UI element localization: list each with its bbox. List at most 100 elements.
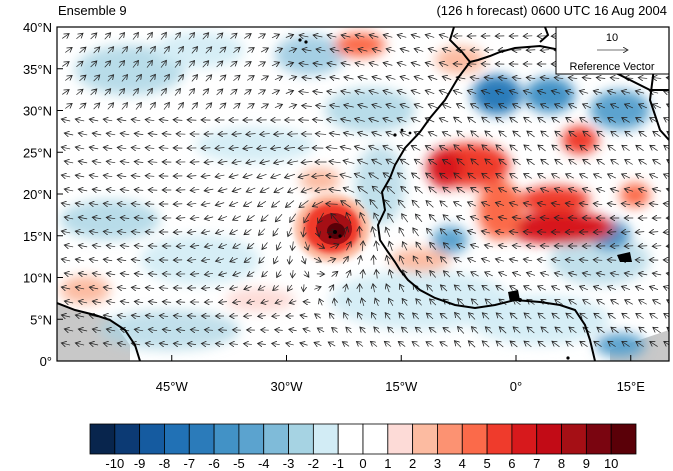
wind-vector — [75, 147, 85, 149]
colorbar-swatch — [238, 423, 265, 455]
wind-vector — [440, 173, 449, 180]
wind-vector — [443, 243, 451, 250]
wind-vector — [316, 227, 319, 236]
wind-vector — [485, 327, 493, 334]
wind-vector — [649, 286, 659, 289]
wind-vector — [121, 47, 128, 54]
wind-vector — [583, 104, 592, 108]
wind-vector — [258, 343, 266, 344]
wind-vector — [326, 119, 337, 121]
wind-vector — [636, 145, 644, 151]
wind-vector — [219, 244, 227, 247]
wind-vector — [303, 226, 304, 237]
wind-vector — [117, 147, 127, 148]
wind-vector — [329, 133, 341, 135]
wind-vector — [274, 76, 283, 79]
wind-vector — [593, 91, 603, 94]
wind-vector — [428, 159, 438, 165]
wind-vector — [636, 313, 644, 319]
wind-vector — [499, 104, 508, 108]
wind-vector — [470, 104, 480, 109]
wind-vector — [261, 214, 269, 221]
wind-vector — [233, 244, 241, 248]
wind-vector — [621, 286, 631, 289]
wind-vector — [215, 344, 225, 345]
wind-vector — [639, 160, 647, 165]
colorbar-swatch — [461, 423, 488, 455]
wind-vector — [78, 301, 88, 303]
wind-vector — [594, 313, 602, 319]
wind-vector — [288, 187, 298, 192]
wind-vector — [541, 327, 549, 334]
wind-vector — [538, 286, 546, 290]
wind-vector — [219, 75, 226, 82]
wind-vector — [187, 176, 197, 177]
wind-vector — [622, 341, 630, 347]
wind-vector — [551, 203, 561, 205]
wind-vector — [386, 77, 396, 80]
wind-vector — [622, 118, 630, 123]
wind-vector — [93, 103, 100, 110]
wind-vector — [135, 102, 141, 110]
wind-vector — [482, 173, 490, 180]
wind-vector — [372, 49, 382, 52]
wind-vector — [341, 63, 351, 65]
wind-vector — [201, 203, 211, 205]
wind-vector — [274, 134, 284, 135]
wind-vector — [201, 259, 211, 261]
wind-vector — [288, 284, 292, 291]
wind-vector — [484, 217, 494, 219]
wind-vector — [411, 90, 421, 93]
wind-vector — [145, 176, 155, 177]
wind-vector — [244, 286, 252, 289]
wind-vector — [202, 89, 209, 96]
wind-vector — [117, 259, 127, 260]
wind-vector — [117, 203, 127, 204]
wind-vector — [149, 74, 155, 82]
wind-vector — [312, 119, 323, 120]
wind-vector — [442, 76, 452, 79]
wind-vector — [524, 145, 532, 152]
wind-vector — [92, 273, 102, 275]
x-tick-label: 0° — [510, 379, 522, 394]
wind-vector — [372, 104, 382, 107]
wind-vector — [107, 47, 114, 54]
wind-vector — [316, 244, 325, 249]
wind-vector — [79, 47, 85, 54]
wind-vector — [103, 147, 113, 149]
wind-vector — [663, 286, 669, 289]
wind-vector — [260, 48, 268, 52]
wind-vector — [439, 146, 449, 151]
wind-vector — [160, 32, 166, 40]
colorbar-label: -8 — [159, 456, 171, 471]
wind-vector — [398, 341, 406, 347]
wind-vector — [611, 131, 619, 138]
colorbar-swatch — [412, 423, 438, 455]
wind-vector — [510, 313, 518, 320]
colorbar-label: 4 — [459, 456, 466, 471]
wind-vector — [341, 119, 351, 121]
wind-vector — [513, 131, 521, 138]
wind-vector — [260, 76, 268, 80]
wind-vector — [274, 48, 283, 51]
wind-vector — [512, 77, 522, 78]
wind-vector — [327, 259, 336, 262]
wind-vector — [173, 232, 183, 233]
wind-vector — [319, 299, 322, 306]
wind-vector — [120, 161, 130, 162]
wind-vector — [106, 273, 116, 274]
wind-vector — [663, 204, 669, 205]
wind-vector — [106, 301, 116, 303]
wind-vector — [146, 88, 152, 96]
wind-vector — [247, 272, 255, 276]
wind-vector — [230, 230, 238, 234]
wind-vector — [524, 313, 532, 320]
wind-vector — [65, 103, 72, 108]
wind-vector — [103, 231, 113, 232]
wind-vector — [566, 145, 574, 152]
wind-vector — [76, 89, 83, 96]
wind-vector — [579, 203, 589, 204]
wind-vector — [484, 245, 494, 247]
wind-vector — [667, 104, 669, 108]
wind-vector — [499, 327, 507, 334]
